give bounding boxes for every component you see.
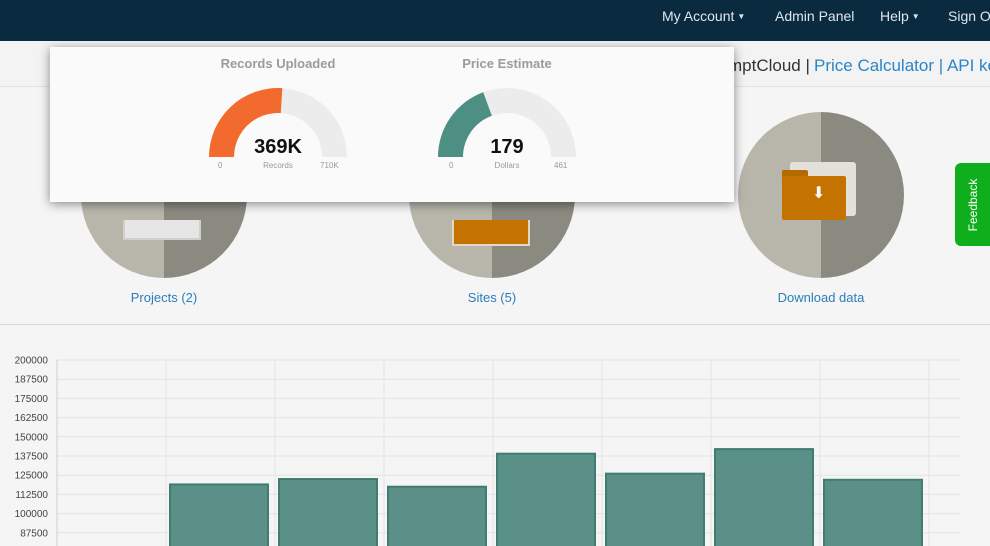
y-tick-label: 137500 bbox=[15, 452, 49, 463]
records-bar-chart: 200000 187500 175000 162500 150000 137500 1250… bbox=[15, 356, 960, 546]
brand-name: mptCloud | bbox=[728, 56, 810, 75]
gauge-value: 369K bbox=[254, 136, 302, 158]
gauge-arc bbox=[209, 88, 347, 157]
y-tick-label: 200000 bbox=[15, 356, 49, 367]
y-tick-label: 175000 bbox=[15, 394, 49, 405]
records-uploaded-gauge: Records Uploaded 369K 0 Records 710K bbox=[198, 47, 358, 202]
folder-tab-icon bbox=[782, 170, 808, 180]
chart-bar[interactable] bbox=[496, 452, 596, 546]
download-arrow-icon: ⬇ bbox=[812, 185, 826, 202]
admin-panel-link[interactable]: Admin Panel bbox=[775, 8, 855, 24]
chart-bar[interactable] bbox=[169, 483, 269, 546]
gauge-unit: Records bbox=[263, 161, 293, 170]
chart-bar[interactable] bbox=[823, 478, 923, 546]
help-menu[interactable]: Help ▼ bbox=[880, 0, 920, 33]
gauge-fill bbox=[209, 88, 283, 157]
chart-bar[interactable] bbox=[605, 472, 705, 546]
download-tile[interactable]: ⬇ bbox=[738, 112, 904, 278]
y-tick-label: 87500 bbox=[20, 528, 48, 539]
price-estimate-gauge: Price Estimate 179 0 Dollars 461 bbox=[427, 47, 587, 202]
y-tick-label: 125000 bbox=[15, 471, 49, 482]
chart-bar[interactable] bbox=[387, 485, 487, 546]
stats-card: Records Uploaded 369K 0 Records 710K Pri… bbox=[50, 47, 734, 202]
y-tick-label: 187500 bbox=[15, 375, 49, 386]
feedback-label: Feedback bbox=[965, 178, 980, 231]
gauge-min: 0 bbox=[218, 161, 223, 170]
gauge-title: Price Estimate bbox=[462, 56, 552, 71]
link-separator: | bbox=[934, 56, 947, 75]
sign-out-link[interactable]: Sign Out bbox=[948, 8, 990, 24]
chevron-down-icon: ▼ bbox=[911, 12, 920, 21]
chart-bar[interactable] bbox=[278, 478, 378, 546]
section-divider bbox=[0, 324, 990, 325]
y-tick-label: 162500 bbox=[15, 413, 49, 424]
gauge-max: 461 bbox=[554, 161, 568, 170]
gauge-title: Records Uploaded bbox=[220, 56, 336, 71]
price-calculator-link[interactable]: Price Calculator bbox=[814, 56, 934, 75]
site-icon bbox=[452, 220, 530, 246]
download-data-link[interactable]: Download data bbox=[777, 290, 865, 305]
monitor-icon bbox=[123, 220, 201, 240]
gauge-max: 710K bbox=[320, 161, 339, 170]
download-folder-icon bbox=[782, 176, 846, 220]
y-tick-label: 112500 bbox=[15, 490, 48, 501]
sites-link[interactable]: Sites (5) bbox=[467, 290, 517, 305]
gauge-unit: Dollars bbox=[494, 161, 520, 170]
my-account-label: My Account bbox=[662, 8, 735, 24]
top-navbar: My Account▼ Admin Panel Help▼ Sign Out bbox=[0, 0, 990, 41]
feedback-tab[interactable]: Feedback bbox=[955, 163, 990, 246]
chevron-down-icon: ▼ bbox=[737, 12, 746, 21]
gauge-min: 0 bbox=[449, 161, 454, 170]
help-label: Help bbox=[880, 8, 909, 24]
gauge-fill bbox=[438, 92, 492, 157]
projects-link[interactable]: Projects (2) bbox=[130, 290, 198, 305]
header-links: Price Calculator | API keys bbox=[814, 56, 990, 76]
gauge-value: 179 bbox=[490, 136, 524, 158]
chart-bar[interactable] bbox=[714, 448, 814, 546]
my-account-menu[interactable]: My Account ▼ bbox=[662, 0, 745, 33]
y-tick-label: 100000 bbox=[15, 509, 49, 520]
y-tick-label: 150000 bbox=[15, 432, 49, 443]
gauge-arc bbox=[438, 88, 576, 157]
api-keys-link[interactable]: API keys bbox=[946, 56, 990, 75]
